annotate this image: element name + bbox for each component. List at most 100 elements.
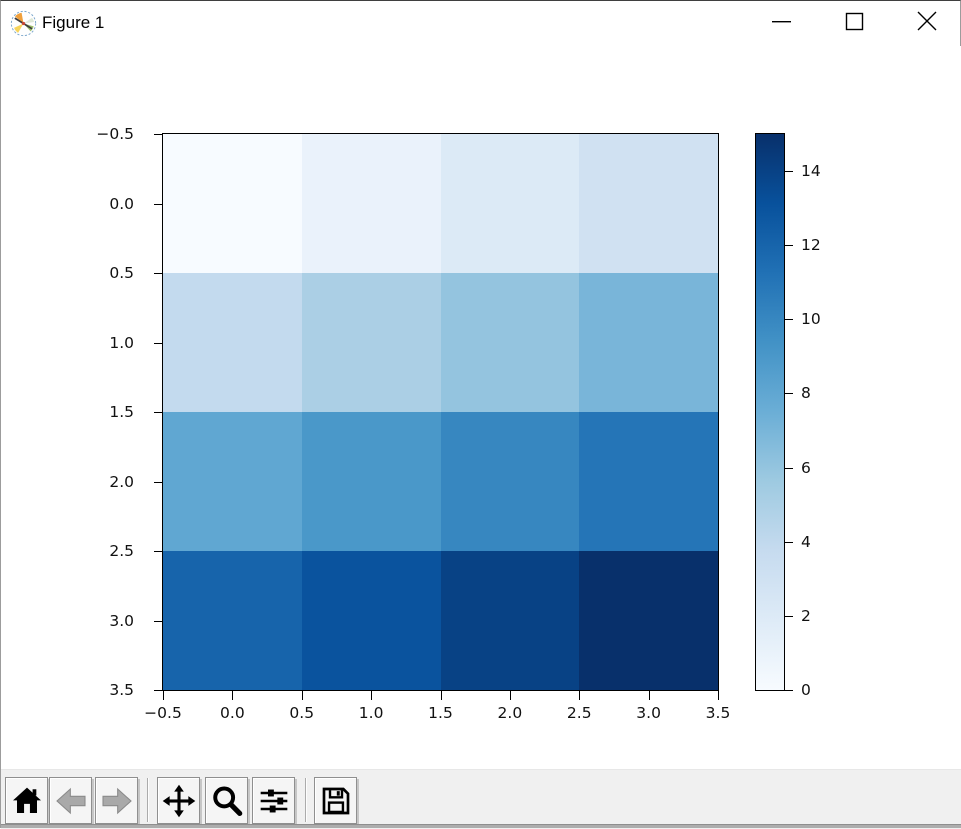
heatmap-cell bbox=[301, 412, 441, 551]
y-tick-mark bbox=[154, 690, 163, 691]
home-button[interactable] bbox=[5, 777, 48, 824]
heatmap-cell bbox=[301, 551, 441, 690]
toolbar-separator bbox=[147, 778, 148, 822]
y-tick-label: 2.5 bbox=[109, 542, 134, 560]
heatmap-cell bbox=[163, 134, 302, 273]
colorbar-tick-label: 4 bbox=[801, 532, 811, 551]
heatmap-cell bbox=[163, 273, 302, 412]
heatmap-cell bbox=[440, 273, 580, 412]
sliders-icon bbox=[260, 789, 287, 812]
colorbar-tick-label: 10 bbox=[801, 310, 821, 329]
y-tick-label: 1.5 bbox=[109, 403, 134, 421]
heatmap-cell bbox=[440, 134, 580, 273]
x-tick-mark bbox=[371, 691, 373, 700]
heatmap-cell bbox=[301, 134, 441, 273]
y-tick-label: 0.5 bbox=[109, 264, 134, 282]
titlebar[interactable]: Figure 1 bbox=[1, 1, 960, 46]
heatmap-cell bbox=[163, 412, 302, 551]
minimize-icon bbox=[772, 20, 791, 22]
colorbar-tick-label: 12 bbox=[801, 236, 821, 255]
heatmap-cell bbox=[301, 273, 441, 412]
y-tick-label: 1.0 bbox=[109, 333, 134, 352]
x-tick-mark bbox=[301, 691, 303, 700]
colorbar-tick-label: 2 bbox=[801, 606, 811, 625]
save-floppy-icon bbox=[322, 787, 349, 814]
x-tick-label: 2.5 bbox=[566, 704, 592, 722]
colorbar-tick-mark bbox=[785, 319, 793, 321]
colorbar-tick-mark bbox=[785, 615, 793, 617]
heatmap-cell bbox=[163, 551, 302, 690]
colorbar-tick-label: 0 bbox=[801, 681, 811, 699]
x-tick-label: 3.0 bbox=[636, 704, 661, 722]
zoom-button[interactable] bbox=[205, 777, 248, 824]
x-tick-label: 0.5 bbox=[289, 704, 315, 722]
y-tick-label: 3.5 bbox=[109, 681, 134, 699]
x-tick-mark bbox=[648, 691, 650, 700]
y-tick-mark bbox=[154, 620, 163, 622]
colorbar-tick-label: 14 bbox=[801, 162, 821, 181]
window-bottom-border bbox=[1, 824, 961, 828]
back-arrow-icon bbox=[55, 787, 86, 814]
x-tick-mark bbox=[579, 691, 581, 700]
y-tick-mark bbox=[154, 342, 163, 344]
heatmap-grid bbox=[162, 133, 719, 691]
maximize-icon bbox=[845, 12, 864, 30]
x-tick-mark bbox=[163, 691, 164, 700]
colorbar-tick-label: 8 bbox=[801, 384, 811, 403]
x-tick-label: 2.0 bbox=[497, 704, 523, 722]
toolbar-separator bbox=[305, 778, 306, 822]
close-button[interactable] bbox=[903, 1, 950, 41]
heatmap-cell bbox=[579, 273, 718, 412]
y-tick-mark bbox=[154, 481, 163, 483]
navigation-toolbar bbox=[1, 769, 961, 829]
x-tick-label: 3.5 bbox=[705, 704, 731, 722]
home-icon bbox=[12, 787, 41, 813]
colorbar-tick-mark bbox=[785, 690, 793, 691]
x-tick-label: 0.0 bbox=[220, 704, 245, 722]
x-tick-label: 1.5 bbox=[428, 704, 453, 722]
y-tick-mark bbox=[154, 273, 163, 274]
figure-canvas: −0.5 0.0 0.5 1.0 1.5 2.0 2.5 3.0 3.5 −0.5 0.0 0.5 1.… bbox=[1, 46, 961, 769]
y-tick-label: 2.0 bbox=[109, 472, 134, 491]
heatmap-cell bbox=[440, 551, 580, 690]
colorbar-tick-label: 6 bbox=[801, 458, 811, 477]
heatmap-cell bbox=[579, 551, 718, 690]
x-tick-label: 1.0 bbox=[358, 704, 384, 722]
pan-arrows-icon bbox=[162, 784, 195, 817]
colorbar bbox=[755, 133, 785, 691]
colorbar-tick-mark bbox=[785, 393, 793, 395]
minimize-button[interactable] bbox=[758, 1, 805, 41]
forward-button[interactable] bbox=[95, 777, 138, 824]
forward-arrow-icon bbox=[101, 787, 132, 814]
maximize-button[interactable] bbox=[831, 1, 878, 41]
heatmap-cell bbox=[579, 412, 718, 551]
colorbar-gradient bbox=[756, 134, 784, 690]
colorbar-tick-mark bbox=[785, 541, 793, 543]
y-tick-label: 0.0 bbox=[109, 194, 134, 213]
save-button[interactable] bbox=[314, 777, 357, 824]
x-tick-mark bbox=[718, 691, 719, 700]
y-tick-label: 3.0 bbox=[109, 611, 134, 630]
x-tick-mark bbox=[509, 691, 511, 700]
colorbar-tick-mark bbox=[785, 467, 793, 469]
pan-button[interactable] bbox=[157, 777, 200, 824]
y-tick-mark bbox=[154, 412, 163, 413]
colorbar-tick-mark bbox=[785, 245, 793, 247]
close-icon bbox=[917, 11, 936, 31]
window-title: Figure 1 bbox=[42, 13, 105, 32]
x-tick-label: −0.5 bbox=[144, 704, 182, 722]
heatmap-cell bbox=[579, 134, 718, 273]
heatmap-cell bbox=[440, 412, 580, 551]
y-tick-mark bbox=[154, 203, 163, 205]
y-tick-mark bbox=[154, 134, 163, 135]
matplotlib-logo-icon bbox=[10, 10, 37, 37]
x-tick-mark bbox=[232, 691, 234, 700]
x-tick-mark bbox=[440, 691, 442, 700]
y-tick-label: −0.5 bbox=[96, 125, 134, 143]
configure-subplots-button[interactable] bbox=[252, 777, 295, 824]
zoom-magnifier-icon bbox=[212, 786, 242, 816]
colorbar-tick-mark bbox=[785, 171, 793, 173]
back-button[interactable] bbox=[49, 777, 92, 824]
y-tick-mark bbox=[154, 551, 163, 552]
